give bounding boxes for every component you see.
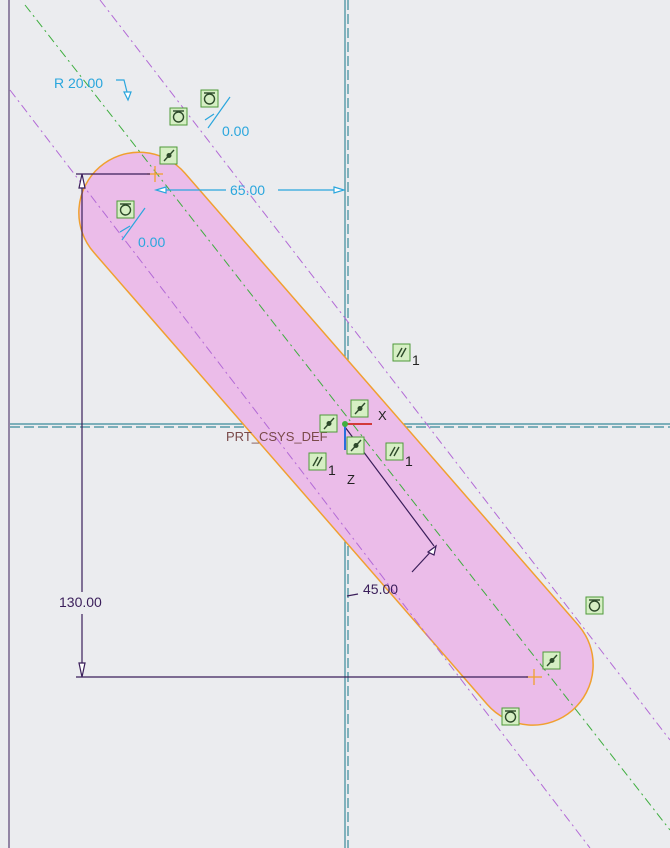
parallel-index-label: 1 [328,462,336,478]
point-on-entity-icon[interactable] [350,399,369,418]
parallel-icon[interactable] [385,442,404,461]
parallel-index-label: 1 [405,453,413,469]
tangent-dimension-top-leader [204,96,231,129]
tangent-line-upper[interactable] [99,0,670,741]
slot-centerline[interactable] [24,4,670,831]
parallel-icon[interactable] [392,343,411,362]
tangent-icon[interactable] [116,200,135,219]
vertical-dimension-value[interactable]: 130.00 [59,594,102,610]
tangent-dimension-left-leader [119,207,146,241]
csys-marker[interactable] [342,421,372,450]
parallel-index-label: 1 [412,352,420,368]
point-on-entity-icon[interactable] [542,651,561,670]
tangent-dimension-top-value[interactable]: 0.00 [222,123,249,139]
point-on-entity-icon[interactable] [319,414,338,433]
angle-dimension-value[interactable]: 45.00 [363,581,398,597]
csys-name-label: PRT_CSYS_DEF [226,429,328,444]
tangent-icon[interactable] [501,707,520,726]
tangent-icon[interactable] [200,89,219,108]
tangent-icon[interactable] [585,596,604,615]
point-on-entity-icon[interactable] [159,146,178,165]
slot-profile[interactable] [78,151,594,726]
arc-center-bottom[interactable] [526,669,542,685]
radius-dimension-leader [116,79,132,102]
tangent-icon[interactable] [169,107,188,126]
point-on-entity-icon[interactable] [346,436,365,455]
parallel-icon[interactable] [308,452,327,471]
horizontal-dimension-lines [153,186,347,194]
csys-z-label: Z [347,472,355,487]
radius-dimension-value[interactable]: R 20.00 [54,75,103,91]
csys-x-label: X [378,408,387,423]
tangent-dimension-left-value[interactable]: 0.00 [138,234,165,250]
vertical-dimension-lines [76,173,528,678]
horizontal-dimension-value[interactable]: 65.00 [230,182,265,198]
tangent-line-lower[interactable] [9,89,591,848]
